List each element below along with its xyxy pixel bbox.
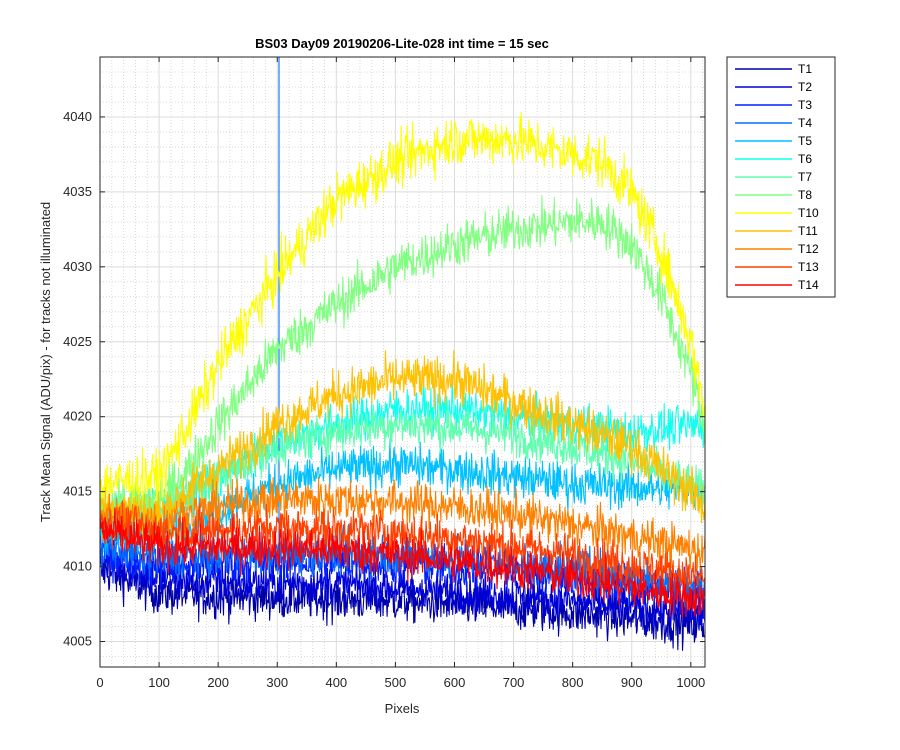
y-tick-label: 4025 <box>63 334 92 349</box>
y-tick-label: 4035 <box>63 184 92 199</box>
x-tick-label: 100 <box>148 675 170 690</box>
legend-label-t12: T12 <box>798 242 819 256</box>
legend-label-t8: T8 <box>798 188 812 202</box>
legend-label-t6: T6 <box>798 152 812 166</box>
y-tick-label: 4040 <box>63 109 92 124</box>
y-tick-label: 4010 <box>63 559 92 574</box>
legend-label-t7: T7 <box>798 170 812 184</box>
legend-label-t1: T1 <box>798 62 812 76</box>
y-tick-label: 4020 <box>63 409 92 424</box>
y-tick-label: 4030 <box>63 259 92 274</box>
legend-label-t3: T3 <box>798 98 812 112</box>
x-axis: 0 100 200 300 400 500 600 700 800 900 1000 <box>96 57 705 690</box>
x-tick-label: 200 <box>207 675 229 690</box>
y-axis: 4005 4010 4015 4020 4025 4030 4035 4040 <box>63 109 705 649</box>
series-layer <box>100 57 705 651</box>
plot-frame <box>99 56 706 668</box>
x-axis-label: Pixels <box>385 701 420 716</box>
chart-title: BS03 Day09 20190206-Lite-028 int time = … <box>255 36 549 51</box>
series-line-t8 <box>100 195 705 536</box>
x-tick-label: 300 <box>266 675 288 690</box>
legend-label-t14: T14 <box>798 278 819 292</box>
legend-items: T1 T2 T3 T4 T5 T6 T7 T8 T10 T11 T12 T13 T14 <box>735 62 819 292</box>
x-tick-label: 900 <box>621 675 643 690</box>
legend[interactable]: T1 T2 T3 T4 T5 T6 T7 T8 T10 T11 T12 T13 T14 <box>726 56 836 298</box>
series-line-t2 <box>100 539 705 636</box>
series-line-t10 <box>100 111 705 516</box>
y-tick-label: 4005 <box>63 634 92 649</box>
x-tick-label: 500 <box>385 675 407 690</box>
x-tick-label: 0 <box>96 675 103 690</box>
legend-label-t4: T4 <box>798 116 812 130</box>
y-axis-label: Track Mean Signal (ADU/pix) - for tracks… <box>38 202 53 522</box>
series-line-t11 <box>100 349 705 539</box>
x-tick-label: 1000 <box>676 675 705 690</box>
legend-label-t5: T5 <box>798 134 812 148</box>
series-line-t14 <box>100 507 705 618</box>
x-tick-label: 800 <box>562 675 584 690</box>
legend-label-t13: T13 <box>798 260 819 274</box>
series-line-t12 <box>100 476 705 570</box>
y-tick-label: 4015 <box>63 484 92 499</box>
x-tick-label: 600 <box>444 675 466 690</box>
legend-label-t11: T11 <box>798 224 818 238</box>
legend-label-t10: T10 <box>798 206 819 220</box>
x-tick-label: 700 <box>503 675 525 690</box>
legend-label-t2: T2 <box>798 80 812 94</box>
x-tick-label: 400 <box>325 675 347 690</box>
